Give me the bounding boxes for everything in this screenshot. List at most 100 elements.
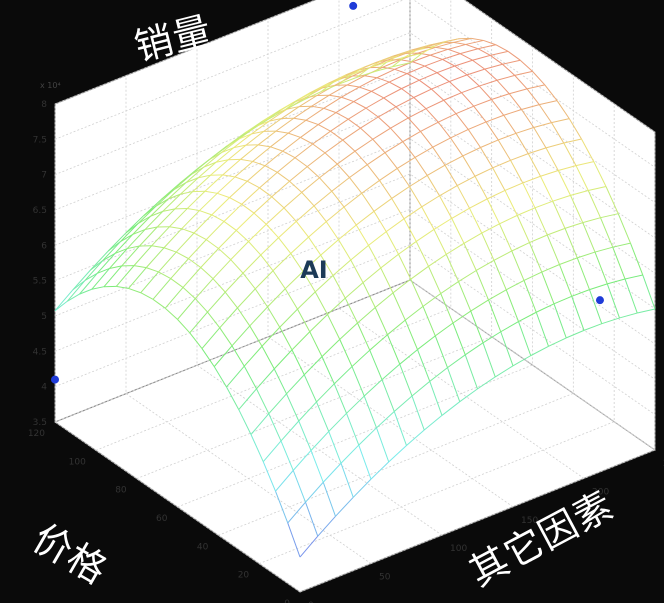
mesh-line [286, 374, 305, 395]
mesh-line [464, 342, 484, 356]
mesh-line [343, 206, 357, 226]
mesh-line [425, 99, 444, 110]
mesh-line [394, 68, 408, 75]
mesh-line [426, 175, 440, 197]
mesh-line [313, 205, 327, 222]
mesh-line [293, 105, 312, 119]
mesh-line [243, 365, 257, 390]
mesh-line [221, 147, 234, 153]
mesh-line [169, 208, 188, 228]
price-tick-label: 20 [238, 571, 250, 581]
mesh-line [152, 278, 172, 300]
mesh-line [203, 152, 222, 168]
mesh-line [276, 157, 296, 173]
mesh-line [416, 44, 430, 51]
mesh-line [263, 118, 282, 132]
mesh-line [492, 159, 511, 169]
mesh-line [151, 226, 170, 247]
mesh-line [563, 138, 582, 144]
mesh-line [390, 117, 409, 129]
mesh-line [305, 107, 325, 121]
mesh-line [399, 364, 413, 397]
mesh-line [84, 272, 98, 281]
mesh-line [193, 214, 213, 234]
mesh-line [279, 102, 293, 111]
mesh-line [391, 186, 410, 199]
mesh-line [422, 306, 436, 337]
mesh-line [339, 339, 353, 367]
mesh-line [422, 293, 442, 307]
mesh-line [300, 136, 313, 145]
mesh-line [404, 52, 423, 58]
mesh-line [417, 52, 431, 56]
mesh-line [424, 65, 438, 74]
mesh-line [404, 319, 418, 350]
mesh-line [262, 440, 282, 463]
mesh-line [224, 272, 244, 293]
mesh-line [301, 192, 315, 207]
mesh-line [230, 241, 249, 261]
mesh-line [379, 180, 393, 199]
mesh-line [102, 241, 121, 261]
mesh-line [336, 163, 350, 178]
mesh-line [448, 81, 462, 94]
mesh-line [381, 55, 394, 62]
mesh-line [472, 59, 486, 70]
mesh-line [421, 206, 435, 230]
mesh-line [321, 356, 335, 385]
mesh-line [239, 133, 252, 140]
mesh-line [414, 157, 428, 176]
mesh-line [238, 409, 252, 435]
mesh-line [291, 349, 305, 375]
mesh-line [388, 445, 407, 463]
mesh-line [536, 303, 555, 313]
mesh-line [396, 156, 416, 169]
mesh-line [552, 200, 566, 229]
mesh-line [242, 254, 262, 274]
mesh-line [465, 39, 484, 45]
mesh-line [178, 173, 192, 185]
mesh-line [200, 267, 214, 280]
mesh-line [316, 383, 335, 403]
mesh-line [290, 236, 309, 254]
mesh-line [349, 177, 363, 194]
mesh-line [436, 65, 455, 74]
mesh-line [212, 259, 232, 280]
mesh-line [452, 322, 466, 355]
mesh-line [463, 243, 477, 271]
mesh-line [269, 118, 282, 122]
mesh-line [541, 271, 555, 305]
mesh-line [276, 171, 290, 182]
mesh-line [298, 95, 318, 107]
mesh-line [384, 141, 404, 154]
mesh-line [642, 274, 656, 310]
mesh-line [271, 196, 285, 209]
mesh-line [116, 285, 129, 289]
mesh-line [347, 118, 361, 129]
mesh-line [539, 100, 558, 106]
mesh-line [600, 213, 619, 219]
mesh-line [465, 43, 479, 50]
mesh-line [127, 245, 140, 250]
mesh-line [320, 81, 334, 92]
mesh-line [278, 220, 297, 239]
data-points [51, 1, 604, 384]
mesh-line [215, 147, 235, 163]
mesh-line [389, 81, 402, 90]
z-tick-label: 6.5 [33, 206, 47, 216]
mesh-line [223, 203, 243, 222]
mesh-line [413, 88, 432, 98]
mesh-line [256, 120, 270, 127]
mesh-line [247, 180, 260, 189]
mesh-line [294, 157, 308, 168]
mesh-line [408, 108, 427, 119]
mesh-line [297, 308, 311, 332]
mesh-line [421, 195, 440, 208]
mesh-line [412, 54, 431, 63]
mesh-line [381, 363, 401, 381]
data-point [51, 375, 59, 384]
mesh-line [458, 270, 477, 282]
mesh-line [168, 193, 181, 200]
mesh-line [155, 198, 169, 207]
mesh-line [606, 283, 620, 319]
